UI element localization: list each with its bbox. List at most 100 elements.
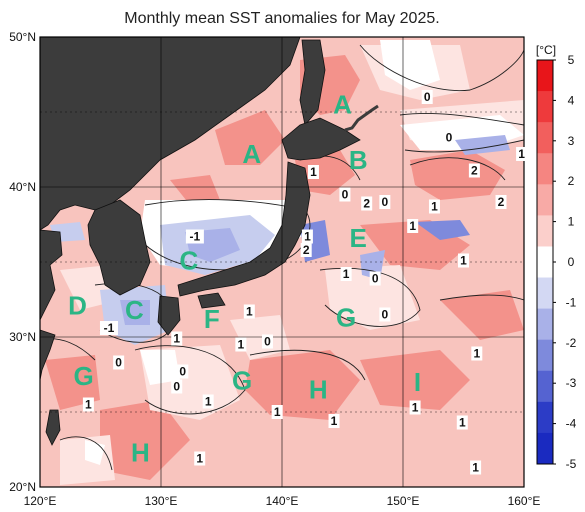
longitude-label: 130°E [145,494,178,508]
colorbar-tick-label: 5 [568,53,575,67]
contour-label-bg [495,195,507,209]
contour-label: 0 [382,195,389,209]
colorbar-tick-label: 1 [568,215,575,229]
contour-label-bg [235,337,247,352]
colorbar-swatch [537,432,553,465]
contour-label-bg [328,414,340,428]
contour-label: 0 [424,90,431,104]
contour-label-bg [202,394,214,409]
sakhalin [299,39,326,126]
colorbar-swatch [537,215,553,247]
contour-label-bg [243,304,255,319]
colorbar-tick-label: -5 [566,457,577,471]
contour-label-bg [516,147,528,161]
contour-label: -1 [190,230,201,244]
colorbar-swatches [537,60,553,465]
colorbar-tick-label: 2 [568,174,575,188]
honshu [177,161,311,297]
colorbar-tick-label: 4 [568,93,575,107]
latitude-label: 40°N [9,180,36,194]
contour-label: 1 [173,332,180,346]
contour-label-bg [99,321,118,335]
contour-label: 0 [382,308,389,322]
contour-label: 1 [331,414,338,428]
contour-label-bg [171,379,183,394]
contour-label-bg [421,90,433,104]
contour-label: 1 [310,165,317,179]
contour-label: 1 [85,398,92,412]
contour-label: 1 [409,219,416,233]
colorbar-swatch [537,91,553,123]
colorbar-swatch [537,370,553,403]
contour-label-bg [82,397,94,412]
colorbar-tick-labels: 5 4 3 2 1 0 -1 -2 -3 -4 -5 [553,53,577,471]
region-label: A [333,90,352,120]
mainland-asia [40,37,301,231]
contour-label: 1 [343,267,350,281]
contour-label: 1 [412,401,419,415]
region-label: D [68,291,87,321]
contour-label-bg [470,460,482,475]
region-label: E [350,223,367,253]
contour-label: 0 [372,272,379,286]
contour-label: 0 [342,188,349,202]
contour-label: 1 [238,338,245,352]
map-title: Monthly mean SST anomalies for May 2025. [124,10,440,27]
taiwan [45,409,61,446]
colorbar-tick-label: -1 [566,295,577,309]
contour-label: 1 [274,405,281,419]
region-label: H [131,438,150,468]
contour-label-bg [113,355,125,370]
region-label: C [125,295,144,325]
colorbar-swatch [537,339,553,372]
contour-label-bg [340,267,352,281]
contour-label-bg [369,271,381,286]
contour-label-bg [443,130,455,145]
colorbar-swatch [537,246,553,279]
colorbar-swatch [537,308,553,341]
contour-label-bg [428,199,440,214]
contour-label-bg [409,400,421,415]
region-label: I [414,367,421,397]
contour-label: 2 [471,164,478,178]
contour-label: 1 [196,452,203,466]
contour-label-bg [468,163,480,178]
contour-label: 1 [472,461,479,475]
contour-label-bg [458,253,469,268]
contour-label: -1 [104,321,115,335]
colorbar-swatch [537,401,553,434]
region-label: F [204,304,220,334]
contour-label-bg [194,451,206,466]
contour-label: 1 [205,395,212,409]
contour-label: 2 [303,243,310,257]
region-label: B [349,145,368,175]
contour-label-bg [471,346,483,361]
china-south-coast [40,329,56,381]
contour-label-bg [307,165,319,179]
colorbar-tick-label: -3 [566,376,577,390]
contour-label: 1 [304,230,311,244]
colorbar-tick-label: -2 [566,336,577,350]
colorbar-swatch [537,60,553,92]
contour-label: 0 [264,335,271,349]
longitude-label: 160°E [508,494,541,508]
contour-label-bg [339,187,351,202]
region-label: G [336,303,356,333]
contour-label: 0 [115,356,122,370]
region-label: A [242,139,261,169]
korean-peninsula [87,199,151,296]
land [40,37,379,446]
contour-label-bg [361,196,373,211]
colorbar-tick-label: -4 [566,417,577,431]
longitude-label: 120°E [24,494,57,508]
map-frame [39,36,525,488]
contour-label: 0 [173,380,180,394]
hokkaido [281,117,361,161]
latitude-label: 50°N [9,30,36,44]
colorbar: [°C] 5 4 3 2 1 0 -1 -2 -3 -4 -5 [536,43,577,471]
colorbar-swatch [537,277,553,310]
longitude-label: 140°E [266,494,299,508]
